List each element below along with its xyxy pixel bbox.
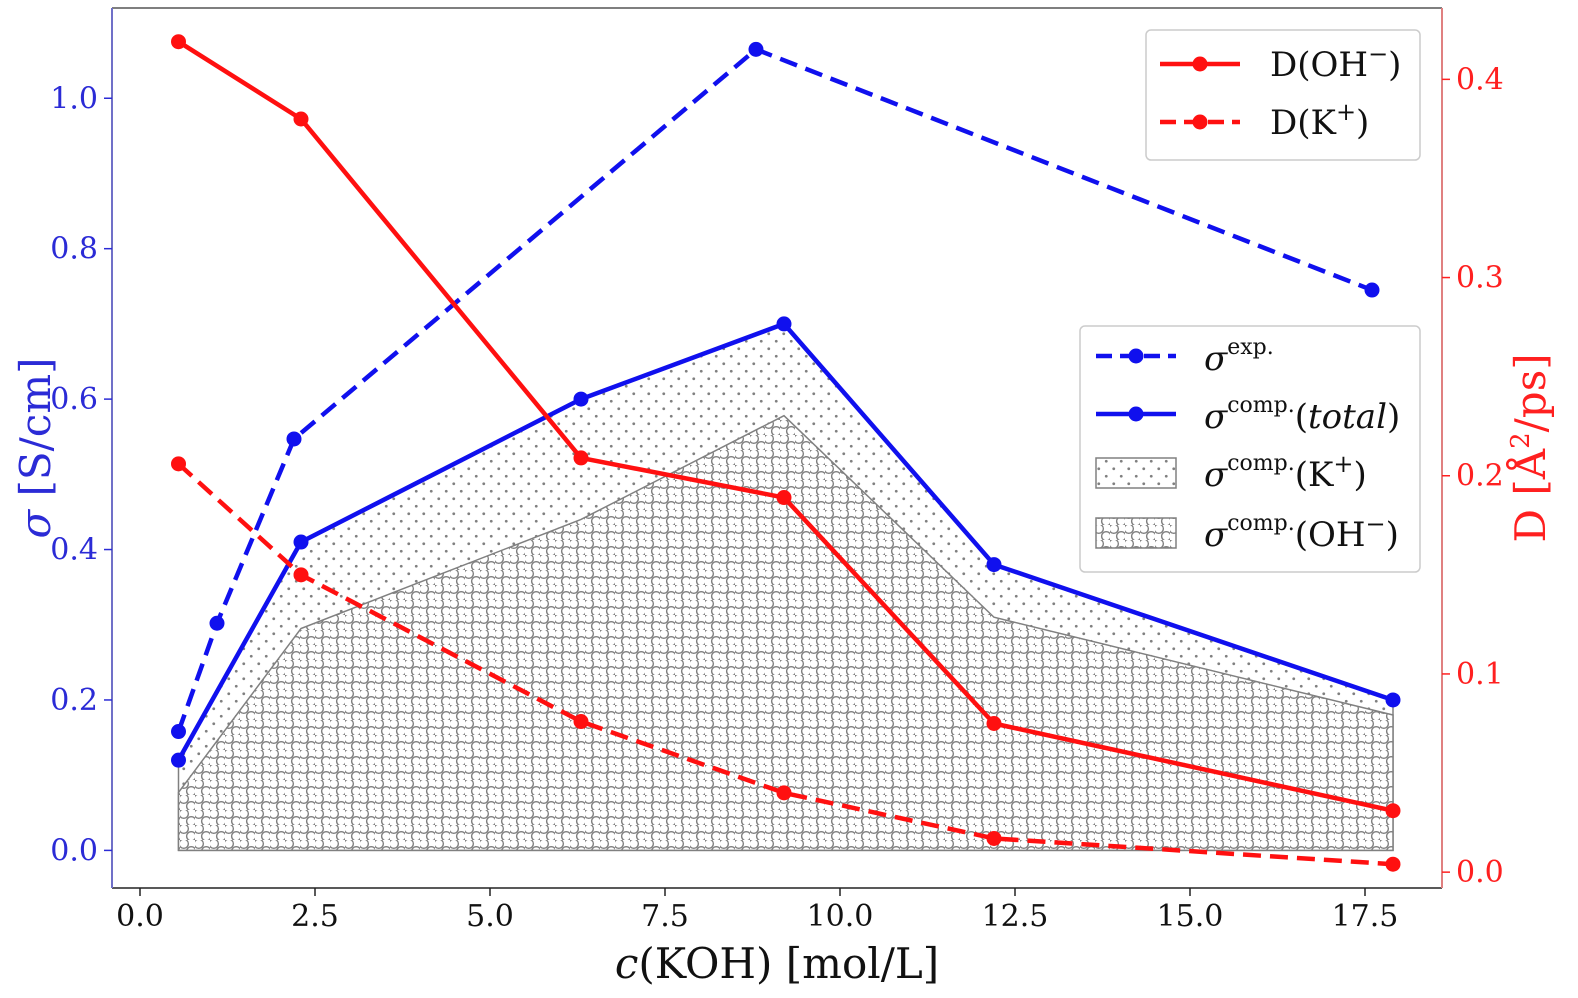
left-tick-label: 1.0 bbox=[50, 81, 98, 116]
legend-label-sigma-oh: σcomp.(OH−) bbox=[1204, 510, 1399, 555]
right-tick-label: 0.3 bbox=[1456, 261, 1504, 296]
series-d-oh-point bbox=[171, 34, 186, 50]
series-d-oh-point bbox=[293, 111, 309, 127]
left-axis-symbol: σ bbox=[11, 509, 60, 539]
legend-diffusion: D(OH−) D(K+) bbox=[1145, 29, 1421, 161]
series-sigma-exp-point bbox=[286, 431, 302, 447]
legend-item-sigma-total: σcomp.(total) bbox=[1096, 393, 1400, 437]
left-axis-title: σ [S/cm] bbox=[11, 357, 60, 538]
legend-item-d-k: D(K+) bbox=[1160, 98, 1369, 143]
legend-label-sigma-exp: σexp. bbox=[1204, 335, 1274, 379]
legend-item-sigma-oh: σcomp.(OH−) bbox=[1095, 510, 1399, 555]
legend-swatch-sigma-k bbox=[1095, 457, 1177, 489]
legend-item-sigma-k: σcomp.(K+) bbox=[1095, 450, 1367, 495]
legend-label-sigma-total: σcomp.(total) bbox=[1204, 393, 1400, 437]
series-d-k-line bbox=[176, 462, 1394, 867]
series-d-oh-line bbox=[177, 39, 1394, 813]
fill-areas bbox=[177, 323, 1394, 852]
series-d-oh-point bbox=[986, 715, 1002, 731]
legend-marker-sigma-exp bbox=[1128, 348, 1144, 364]
legend-item-d-oh: D(OH−) bbox=[1160, 40, 1401, 85]
series-sigma-exp-point bbox=[209, 615, 225, 631]
left-axis-rest: [S/cm] bbox=[11, 357, 60, 509]
right-tick-label: 0.1 bbox=[1456, 657, 1504, 692]
series-d-k-point bbox=[776, 785, 792, 801]
series-d-k-point bbox=[573, 714, 589, 730]
series-lines bbox=[171, 34, 1401, 872]
legend-label-d-k: D(K+) bbox=[1270, 98, 1369, 143]
legend-conductivity-frame bbox=[1079, 325, 1421, 573]
series-d-k-point bbox=[1385, 856, 1401, 872]
series-sigma-exp-point bbox=[171, 724, 186, 740]
series-d-oh-point bbox=[776, 490, 792, 506]
series-d-oh-point bbox=[1385, 803, 1401, 819]
left-tick-label: 0.4 bbox=[50, 533, 98, 568]
series-d-oh-point bbox=[573, 450, 589, 466]
series-sigma-total-point bbox=[293, 534, 309, 550]
x-axis-rest: (KOH) [mol/L] bbox=[638, 939, 939, 988]
right-axis-tail: /ps] bbox=[1506, 353, 1555, 432]
x-tick-label: 7.5 bbox=[641, 899, 689, 934]
series-d-k-point bbox=[293, 567, 309, 583]
series-sigma-exp-point bbox=[748, 41, 764, 57]
right-axis-main: D [Å bbox=[1505, 448, 1555, 542]
series-sigma-total-line bbox=[176, 321, 1394, 762]
x-tick-label: 2.5 bbox=[291, 899, 339, 934]
area-sigma-oh bbox=[177, 414, 1394, 852]
series-d-k-point bbox=[986, 830, 1002, 846]
right-tick-label: 0.0 bbox=[1456, 855, 1504, 890]
legend-label-sigma-k: σcomp.(K+) bbox=[1204, 450, 1367, 495]
x-axis-title: c(KOH) [mol/L] bbox=[615, 939, 939, 988]
legend-conductivity: σexp. σcomp.(total) σcomp.(K+) σcomp.(OH… bbox=[1079, 325, 1421, 573]
left-tick-label: 0.2 bbox=[50, 683, 98, 718]
right-tick-label: 0.2 bbox=[1456, 459, 1504, 494]
legend-label-d-oh: D(OH−) bbox=[1270, 40, 1401, 85]
x-axis-symbol: c bbox=[615, 939, 639, 988]
series-sigma-total-point bbox=[1385, 692, 1401, 708]
x-tick-label: 12.5 bbox=[982, 899, 1049, 934]
series-sigma-total-point bbox=[986, 557, 1002, 573]
series-sigma-total-point bbox=[171, 752, 186, 768]
legend-marker-d-oh bbox=[1192, 56, 1208, 72]
x-tick-label: 10.0 bbox=[807, 899, 874, 934]
series-d-k-point bbox=[171, 456, 186, 472]
right-axis-sup: 2 bbox=[1506, 432, 1536, 449]
legend-item-sigma-exp: σexp. bbox=[1096, 335, 1274, 379]
series-sigma-total-point bbox=[776, 316, 792, 332]
left-tick-label: 0.6 bbox=[50, 382, 98, 417]
legend-swatch-sigma-oh bbox=[1095, 517, 1177, 549]
axis-ticks: 0.0 2.5 5.0 7.5 10.0 12.5 15.0 17.5 0.0 0.2 0.4 0.6… bbox=[50, 62, 1503, 934]
series-sigma-total-point bbox=[573, 391, 589, 407]
x-tick-label: 15.0 bbox=[1157, 899, 1224, 934]
series-sigma-exp-point bbox=[1364, 282, 1380, 298]
right-tick-label: 0.4 bbox=[1456, 62, 1504, 97]
left-tick-label: 0.0 bbox=[50, 833, 98, 868]
legend-marker-sigma-total bbox=[1128, 406, 1144, 422]
legend-marker-d-k bbox=[1192, 114, 1208, 130]
x-tick-label: 0.0 bbox=[116, 899, 164, 934]
right-axis-title: D [Å2/ps] bbox=[1505, 353, 1555, 542]
x-tick-label: 17.5 bbox=[1332, 899, 1399, 934]
left-tick-label: 0.8 bbox=[50, 232, 98, 267]
x-tick-label: 5.0 bbox=[466, 899, 514, 934]
